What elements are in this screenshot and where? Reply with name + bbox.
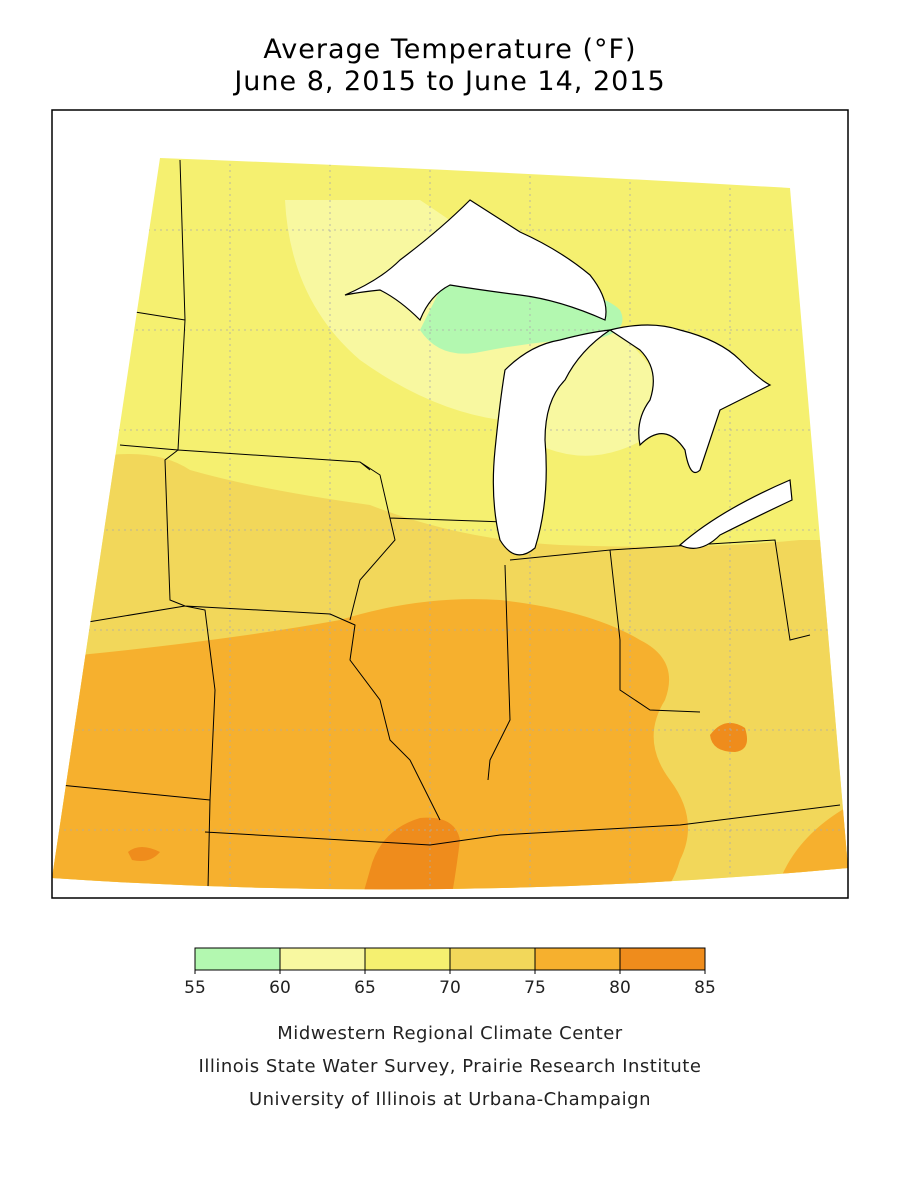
credit: Illinois State Water Survey, Prairie Res… bbox=[199, 1056, 702, 1077]
legend-tick-label: 65 bbox=[354, 978, 376, 998]
credit: Midwestern Regional Climate Center bbox=[277, 1023, 623, 1044]
lake bbox=[344, 199, 607, 322]
map-frame bbox=[51, 109, 849, 899]
credit: University of Illinois at Urbana-Champai… bbox=[249, 1089, 651, 1110]
legend-swatch bbox=[534, 947, 621, 971]
state-border bbox=[59, 159, 841, 889]
legend-tick-label: 70 bbox=[439, 978, 461, 998]
lake bbox=[492, 329, 611, 556]
title-line: June 8, 2015 to June 14, 2015 bbox=[232, 66, 665, 97]
legend-swatch bbox=[449, 947, 536, 971]
zone bbox=[52, 599, 848, 890]
legend-tick-label: 85 bbox=[694, 978, 716, 998]
zone bbox=[128, 722, 747, 890]
title-line: Average Temperature (°F) bbox=[263, 34, 636, 65]
legend-tick-label: 80 bbox=[609, 978, 631, 998]
lake bbox=[608, 324, 772, 474]
legend-swatch bbox=[619, 947, 706, 971]
legend-tick-label: 75 bbox=[524, 978, 546, 998]
legend-swatch bbox=[364, 947, 451, 971]
lakes bbox=[344, 199, 793, 556]
legend-tick-label: 55 bbox=[184, 978, 206, 998]
legend: 55 60 65 70 75 80 85 bbox=[184, 947, 716, 998]
legend-tick-label: 60 bbox=[269, 978, 291, 998]
legend-swatch bbox=[194, 947, 281, 971]
legend-swatch bbox=[279, 947, 366, 971]
lake bbox=[678, 479, 793, 549]
